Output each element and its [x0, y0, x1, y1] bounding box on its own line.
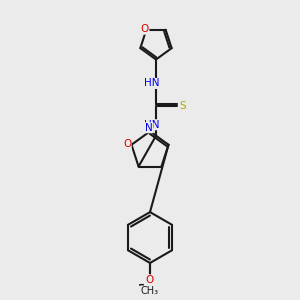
- Text: O: O: [141, 24, 149, 34]
- Text: O: O: [123, 139, 131, 149]
- Text: HN: HN: [144, 79, 159, 88]
- Text: CH₃: CH₃: [141, 286, 159, 296]
- Text: O: O: [145, 275, 153, 285]
- Text: O: O: [146, 278, 154, 287]
- Text: S: S: [179, 101, 186, 111]
- Text: N: N: [145, 123, 153, 133]
- Text: O: O: [146, 277, 154, 286]
- Text: HN: HN: [144, 120, 159, 130]
